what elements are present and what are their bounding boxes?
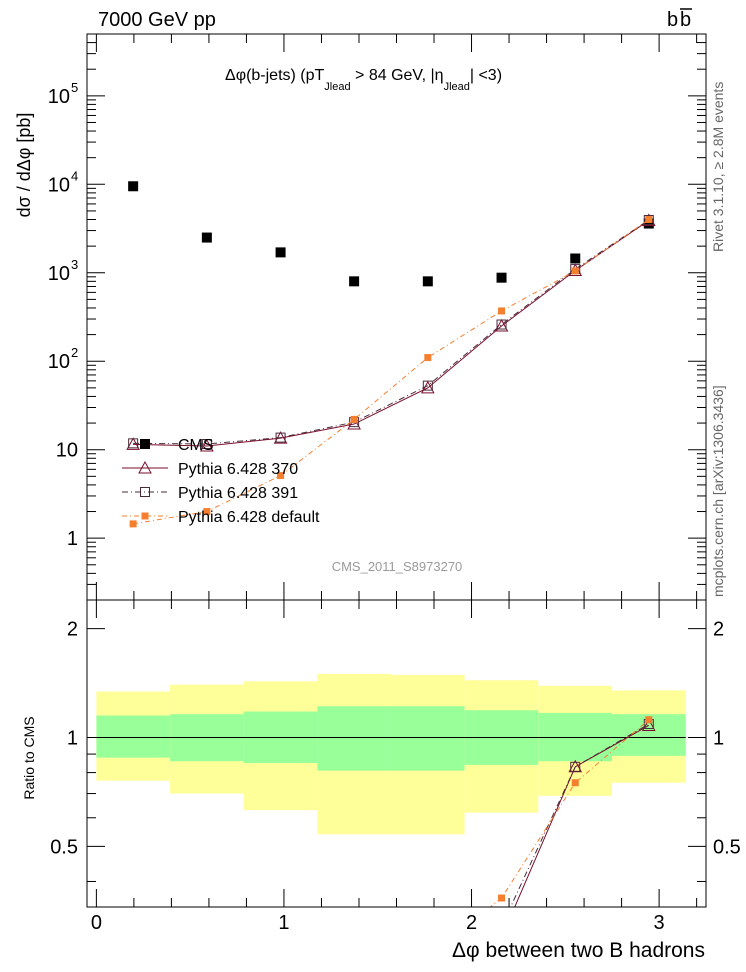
legend-marker [140, 439, 150, 449]
legend: CMS Pythia 6.428 370 Pythia 6.428 391 Pythi… [122, 437, 320, 526]
y-tick-exponent: 3 [71, 257, 78, 272]
ratio-plot: 0.5 0.5 1 1 2 2 0 1 2 3 Ratio to CMS Δφ between … [21, 599, 741, 962]
y-tick-exponent: 4 [71, 168, 78, 183]
data-point-pythia-6-428-default [350, 415, 358, 423]
title-subscript-2: Jlead [444, 81, 470, 93]
y-tick-label: 10 [48, 351, 70, 373]
uncertainty-band-inner [96, 715, 171, 758]
process-label: b b [667, 8, 692, 31]
y-tick-label: 10 [56, 440, 78, 462]
data-point-cms [496, 272, 507, 283]
main-series [126, 181, 656, 528]
rivet-version-label: Rivet 3.1.10, ≥ 2.8M events [710, 82, 726, 252]
y-tick-label: 1 [67, 528, 78, 550]
ratio-point-pythia-6-428-391 [570, 761, 581, 772]
x-tick-label: 1 [278, 912, 289, 934]
data-point-pythia-6-428-391 [275, 432, 286, 443]
data-point-cms [643, 218, 654, 229]
uncertainty-band-inner [317, 706, 392, 771]
ratio-y-tick-label: 1 [67, 728, 78, 750]
x-tick-label: 3 [654, 912, 665, 934]
ratio-bands [96, 673, 686, 835]
title-suffix: | <3) [470, 67, 502, 84]
data-point-pythia-6-428-default [424, 354, 432, 362]
title-prefix: Δφ(b-jets) (pT [225, 67, 325, 84]
data-point-pythia-6-428-391 [422, 380, 433, 391]
data-point-cms [201, 232, 212, 243]
x-tick-label: 2 [466, 912, 477, 934]
ratio-point-pythia-6-428-370 [641, 718, 656, 731]
legend-label: Pythia 6.428 391 [178, 485, 298, 502]
ratio-y-tick-label-right: 2 [713, 619, 724, 641]
ratio-series-group [489, 716, 656, 907]
legend-marker [138, 460, 152, 474]
data-point-cms [128, 181, 139, 192]
legend-label: Pythia 6.428 370 [178, 461, 298, 478]
legend-label: Pythia 6.428 default [178, 509, 320, 526]
main-plot-title: Δφ(b-jets) (pTJlead > 84 GeV, |ηJlead| <… [225, 67, 502, 93]
data-point-pythia-6-428-370 [347, 416, 361, 430]
legend-marker [140, 487, 150, 497]
mcplots-url-label: mcplots.cern.ch [arXiv:1306.3436] [710, 385, 726, 597]
data-point-pythia-6-428-391 [643, 214, 654, 225]
x-tick-label: 0 [91, 912, 102, 934]
series-line-pythia-6-428-default [133, 219, 650, 525]
ratio-series [489, 716, 656, 907]
series-line-pythia-6-428-370 [133, 220, 650, 447]
title-mid: > 84 GeV, |η [351, 67, 444, 84]
ratio-x-ticks: 0 1 2 3 [91, 600, 698, 934]
data-point-pythia-6-428-default [571, 267, 579, 275]
y-tick-label: 10 [48, 86, 70, 108]
data-point-cms [422, 276, 433, 287]
ratio-y-ticks: 0.5 0.5 1 1 2 2 [50, 619, 741, 882]
data-point-pythia-6-428-391 [128, 438, 139, 449]
ratio-y-tick-label: 0.5 [50, 836, 78, 858]
data-point-pythia-6-428-default [129, 520, 137, 528]
main-y-axis-label: dσ / dΔφ [pb] [14, 113, 34, 218]
legend-marker [141, 512, 149, 520]
ratio-line-pythia-6-428-370 [514, 725, 650, 907]
data-point-cms [570, 253, 581, 264]
data-point-pythia-6-428-391 [201, 438, 212, 449]
legend-label: CMS [178, 437, 214, 454]
data-point-pythia-6-428-370 [200, 438, 214, 452]
process-label-bbar: b [680, 9, 691, 31]
y-tick-exponent: 2 [71, 345, 78, 360]
series-line-pythia-6-428-391 [133, 219, 650, 445]
data-point-cms [275, 247, 286, 258]
data-point-cms [349, 276, 360, 287]
ratio-point-pythia-6-428-default [571, 779, 579, 787]
y-tick-exponent: 5 [71, 80, 78, 95]
analysis-id-label: CMS_2011_S8973270 [332, 559, 463, 574]
ratio-x-axis-label: Δφ between two B hadrons [452, 939, 705, 962]
ratio-line-pythia-6-428-391 [510, 723, 650, 907]
ratio-point-pythia-6-428-default [498, 894, 506, 902]
y-tick-label: 10 [48, 263, 70, 285]
energy-label: 7000 GeV pp [98, 9, 216, 31]
main-x-ticks [95, 34, 698, 600]
data-point-pythia-6-428-default [498, 307, 506, 315]
ratio-y-tick-label: 2 [67, 619, 78, 641]
uncertainty-band-inner [391, 706, 465, 771]
ratio-y-axis-label: Ratio to CMS [21, 716, 37, 799]
title-subscript-1: Jlead [324, 81, 350, 93]
process-label-b: b [667, 9, 678, 31]
data-point-pythia-6-428-370 [494, 318, 509, 332]
ratio-point-pythia-6-428-default [645, 716, 653, 724]
data-point-pythia-6-428-default [645, 216, 653, 224]
data-point-pythia-6-428-391 [496, 319, 507, 330]
data-point-pythia-6-428-default [277, 472, 285, 480]
ratio-y-tick-label-right: 1 [713, 728, 724, 750]
data-point-pythia-6-428-default [203, 508, 211, 516]
y-tick-label: 10 [48, 174, 70, 196]
ratio-y-tick-label-right: 0.5 [713, 836, 741, 858]
